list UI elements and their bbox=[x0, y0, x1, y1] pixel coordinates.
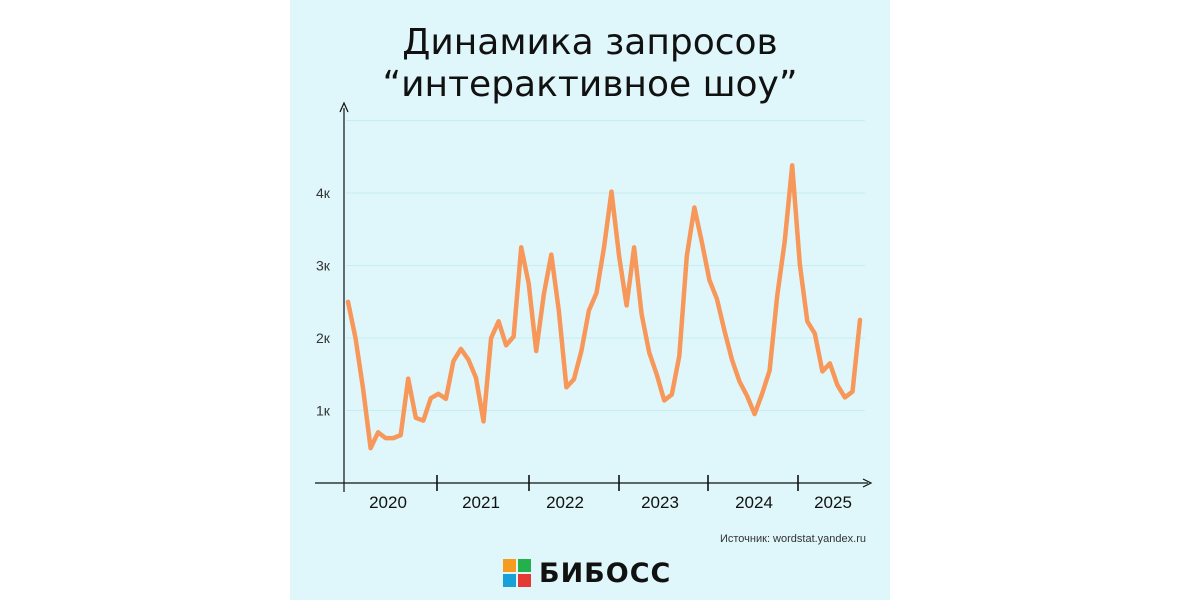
biboss-logo-icon bbox=[503, 559, 531, 587]
title-line-1: Динамика запросов bbox=[402, 22, 778, 63]
line-chart: 1к 2к 3к 4к 2020 2021 2022 2023 2024 2025 bbox=[315, 101, 873, 512]
source-note: Источник: wordstat.yandex.ru bbox=[719, 533, 866, 545]
x-tick-label: 2020 bbox=[369, 493, 407, 512]
title-line-2: “интерактивное шоу” bbox=[382, 64, 798, 105]
brand-name: БИБОСС bbox=[539, 557, 672, 589]
brand-logo: БИБОСС bbox=[503, 557, 671, 589]
x-tick-label: 2023 bbox=[641, 493, 679, 512]
y-tick-label: 2к bbox=[316, 330, 331, 346]
chart-title: Динамика запросов “интерактивное шоу” bbox=[290, 22, 890, 106]
y-tick-label: 4к bbox=[316, 185, 331, 201]
x-tick-label: 2021 bbox=[462, 493, 500, 512]
chart-panel: Динамика запросов “интерактивное шоу” 1к… bbox=[290, 0, 890, 600]
x-tick-label: 2022 bbox=[546, 493, 584, 512]
y-tick-label: 1к bbox=[316, 403, 331, 419]
y-tick-label: 3к bbox=[316, 258, 331, 274]
y-axis-arrow bbox=[339, 101, 349, 113]
series-line bbox=[345, 163, 863, 451]
x-tick-label: 2024 bbox=[735, 493, 773, 512]
x-tick-label: 2025 bbox=[814, 493, 852, 512]
x-axis-arrow bbox=[862, 478, 873, 488]
